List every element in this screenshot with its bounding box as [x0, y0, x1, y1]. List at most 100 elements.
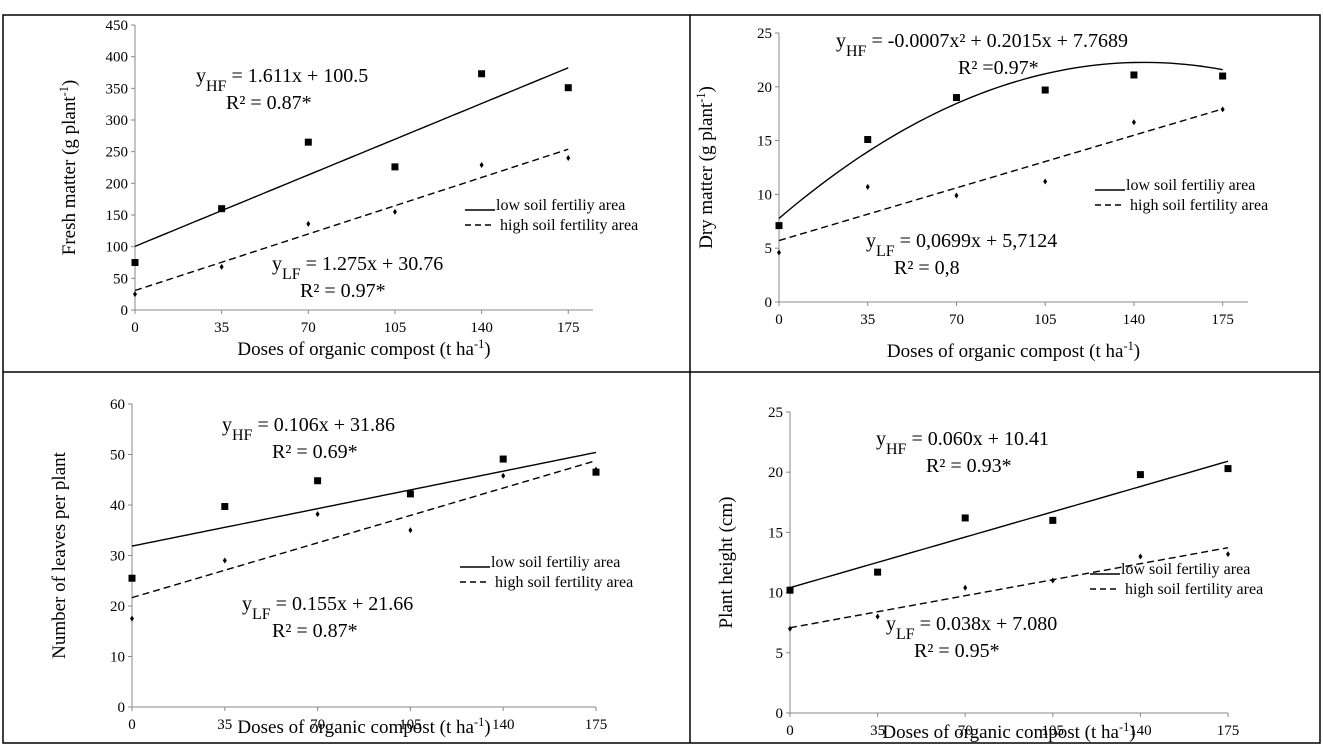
- x-tick-label: 70: [958, 723, 973, 739]
- data-point-square: [499, 455, 507, 463]
- data-point-diamond: [315, 511, 320, 518]
- y-tick-label: 150: [106, 208, 129, 224]
- data-point-square: [786, 586, 794, 594]
- data-point-diamond: [1220, 106, 1225, 113]
- x-tick-label: 140: [492, 717, 515, 733]
- data-point-square: [952, 94, 960, 102]
- data-point-diamond: [1138, 553, 1143, 560]
- trend-line-high-fertility: [789, 547, 1229, 629]
- y-axis-title: Plant height (cm): [716, 497, 737, 629]
- r-squared-hf: R² =0.97*: [958, 57, 1039, 79]
- r-squared-lf: R² = 0.97*: [300, 280, 386, 302]
- r-squared-hf: R² = 0.87*: [226, 92, 312, 114]
- y-tick-label: 10: [768, 586, 783, 602]
- data-point-square: [478, 70, 486, 78]
- y-tick-label: 200: [106, 176, 129, 192]
- regression-equation-hf: yHF = 0.060x + 10.41: [876, 428, 1049, 458]
- regression-equation-lf: yLF = 0.155x + 21.66: [242, 593, 413, 623]
- data-point-square: [1224, 465, 1232, 473]
- chart-fresh-matter: 0 50 100 150 200 250 300 350 400 450 0 35 70 105 140 17…: [57, 18, 638, 360]
- y-tick-label: 10: [110, 650, 125, 666]
- data-point-square: [314, 477, 322, 485]
- y-axis-title: Fresh matter (g plant-1): [57, 80, 80, 255]
- trend-line-high-fertility: [778, 108, 1223, 242]
- x-axis-title: Doses of organic compost (t ha-1): [887, 339, 1140, 362]
- legend-label-high: high soil fertility area: [1130, 197, 1268, 214]
- y-tick-label: 450: [106, 18, 129, 34]
- data-point-square: [564, 84, 572, 92]
- legend-label-high: high soil fertility area: [500, 217, 638, 234]
- y-tick-label: 300: [106, 113, 129, 129]
- regression-equation-lf: yLF = 0,0699x + 5,7124: [866, 230, 1057, 260]
- data-point-diamond: [566, 155, 571, 161]
- legend: low soil fertiliy area high soil fertilit…: [1095, 177, 1268, 214]
- trend-line-high-fertility: [134, 148, 569, 292]
- regression-equation-lf: yLF = 1.275x + 30.76: [272, 253, 443, 283]
- legend-label-high: high soil fertility area: [1125, 581, 1263, 598]
- trend-line-low-fertility: [789, 460, 1229, 589]
- regression-equation-hf: yHF = -0.0007x² + 0.2015x + 7.7689: [836, 30, 1128, 60]
- x-tick-label: 70: [301, 320, 316, 336]
- legend: low soil fertiliy area high soil fertilit…: [465, 197, 638, 234]
- x-tick-label: 70: [310, 717, 325, 733]
- data-point-diamond: [777, 249, 781, 256]
- trend-line-low-fertility: [134, 67, 569, 247]
- y-tick-label: 50: [110, 448, 125, 464]
- y-tick-label: 25: [768, 405, 783, 421]
- x-tick-label: 35: [860, 312, 875, 328]
- y-tick-label: 25: [757, 26, 772, 42]
- data-point-square: [304, 138, 312, 146]
- data-point-diamond: [963, 584, 968, 591]
- data-point-square: [406, 490, 414, 498]
- data-point-diamond: [865, 183, 870, 190]
- x-tick-label: 0: [128, 717, 136, 733]
- y-tick-label: 15: [757, 134, 772, 150]
- y-axis-title: Dry matter (g plant-1): [694, 86, 717, 249]
- regression-equation-hf: yHF = 0.106x + 31.86: [222, 414, 395, 444]
- x-tick-label: 0: [786, 723, 794, 739]
- figure-border: [2, 14, 1321, 744]
- data-point-square: [1049, 516, 1057, 524]
- data-point-diamond: [1050, 577, 1055, 584]
- data-point-square: [391, 163, 399, 171]
- trend-line-low-fertility: [778, 61, 1223, 219]
- data-point-diamond: [479, 161, 484, 168]
- data-point-diamond: [219, 263, 224, 270]
- legend-label-low: low soil fertiliy area: [491, 554, 620, 571]
- data-point-diamond: [594, 466, 598, 473]
- x-tick-label: 140: [1123, 312, 1146, 328]
- data-point-diamond: [1131, 119, 1136, 126]
- r-squared-hf: R² = 0.93*: [926, 455, 1012, 477]
- r-squared-lf: R² = 0.87*: [272, 620, 358, 642]
- data-point-diamond: [1226, 551, 1230, 558]
- y-tick-label: 20: [757, 80, 772, 96]
- y-tick-label: 15: [768, 525, 783, 541]
- data-point-diamond: [408, 527, 413, 534]
- x-tick-label: 140: [1129, 723, 1152, 739]
- data-point-square: [128, 574, 136, 582]
- data-point-diamond: [875, 613, 880, 620]
- y-tick-label: 50: [113, 271, 128, 287]
- data-point-square: [131, 259, 139, 266]
- x-tick-label: 35: [214, 320, 229, 336]
- y-tick-label: 0: [121, 303, 129, 319]
- y-tick-label: 40: [110, 498, 125, 514]
- y-tick-label: 10: [757, 187, 772, 203]
- legend: low soil fertiliy area high soil fertilit…: [460, 554, 633, 591]
- chart-plant-height: 0 5 10 15 20 25 0 35 70 105 140 175 Doses of organic…: [716, 405, 1263, 743]
- x-tick-label: 175: [585, 717, 608, 733]
- data-point-diamond: [1043, 178, 1048, 185]
- data-point-diamond: [130, 615, 134, 622]
- x-tick-label: 105: [399, 717, 422, 733]
- data-point-diamond: [954, 192, 959, 199]
- data-point-square: [1130, 71, 1138, 79]
- data-point-square: [961, 514, 969, 522]
- data-point-square: [874, 568, 882, 576]
- y-tick-label: 5: [776, 646, 784, 662]
- y-axis-title: Number of leaves per plant: [49, 451, 70, 659]
- x-tick-label: 175: [1211, 312, 1234, 328]
- data-point-square: [775, 222, 783, 230]
- data-point-diamond: [306, 220, 311, 227]
- x-tick-label: 105: [1034, 312, 1057, 328]
- chart-dry-matter: 0 5 10 15 20 25 0 35 70 105 140 175 Doses of organic…: [694, 26, 1268, 362]
